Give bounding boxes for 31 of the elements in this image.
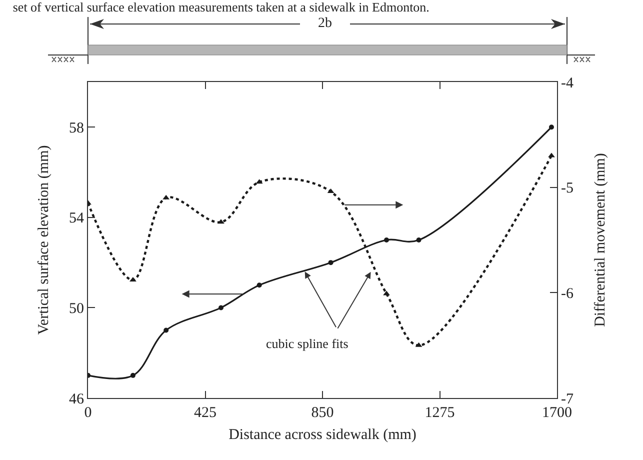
y-tick-label: 46 [69,391,84,408]
x-axis-title: Distance across sidewalk (mm) [228,427,416,443]
point [218,219,224,224]
point [383,290,390,296]
point [384,238,389,242]
point [328,260,334,266]
x-tick-label: 0 [84,405,92,421]
x-tick-label: 1275 [424,405,455,421]
y2-tick-label: -4 [561,75,574,92]
point [416,238,422,242]
x-tick-label: 850 [311,405,334,421]
y-axis-title: Vertical surface elevation (mm) [36,145,52,335]
point [130,277,136,282]
y2-tick-label: -5 [561,180,574,197]
y2-tick-label: -7 [561,391,574,408]
y-tick-label: 54 [69,210,84,227]
point [548,124,554,130]
x-tick-label: 1700 [542,405,572,421]
point [218,305,224,310]
point [130,372,136,378]
y-tick-label: 58 [69,120,84,136]
x-tick-label: 425 [194,405,216,421]
y2-tick-label: -6 [561,286,574,302]
chart-title: set of vertical surface elevation measurements taken at a sidewalk in Edmonton. [12,0,430,14]
point [548,152,555,158]
y-tick-label: 50 [69,300,84,317]
point [164,328,169,333]
text: 2b [300,16,350,32]
y2-axis-title: Differential movement (mm) [592,153,608,327]
point [256,282,262,288]
annotation: cubic spline fits [266,336,348,351]
